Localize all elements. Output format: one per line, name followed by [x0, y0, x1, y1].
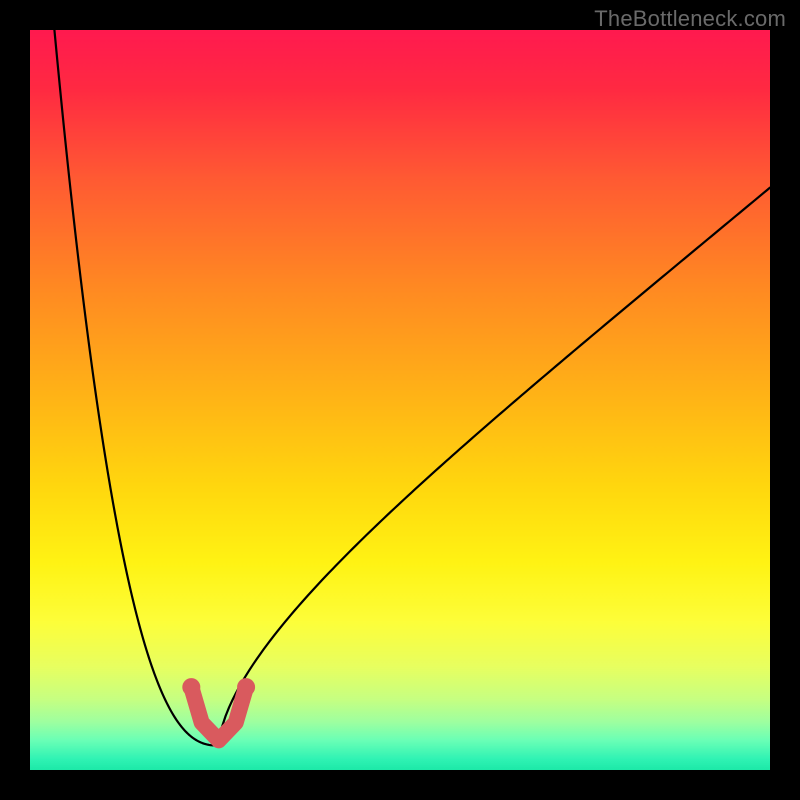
- dip-marker-endpoint: [182, 678, 200, 696]
- bottleneck-curve-svg: [30, 30, 770, 770]
- dip-marker-endpoint: [237, 678, 255, 696]
- dip-marker: [182, 678, 255, 740]
- bottleneck-curve: [54, 30, 770, 746]
- watermark-text: TheBottleneck.com: [594, 6, 786, 32]
- chart-plot-area: [30, 30, 770, 770]
- dip-marker-path: [191, 687, 246, 740]
